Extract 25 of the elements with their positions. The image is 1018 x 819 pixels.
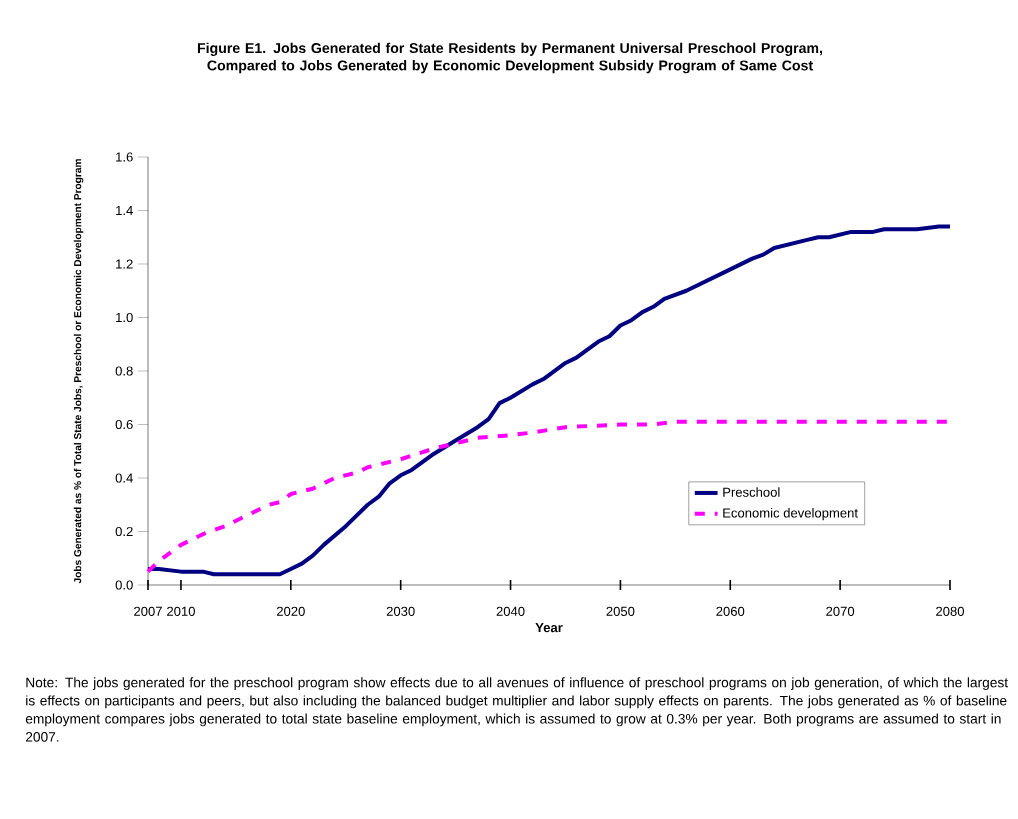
- y-axis-title: Jobs Generated as % of Total State Jobs, Preschool or Economic Development Program: [73, 159, 84, 584]
- y-tick-label: 0.6: [115, 419, 133, 430]
- x-tick-label: 2080: [936, 606, 965, 616]
- y-tick-label: 0.4: [115, 473, 133, 483]
- x-tick-label: 2030: [386, 606, 415, 616]
- y-tick-label: 0.2: [115, 526, 133, 537]
- x-tick-label: 2070: [826, 606, 855, 616]
- text: Note: The jobs generated for the preschool program show effects due to all avenues of influence of preschool programs on job generation, of which the largest is effects on participants and peers, but also including the balanced budget multiplier and labor supply effects on parents. The jobs generated as % of baseline employment compares jobs generated to total state baseline employment, which is assumed to grow at 0.3% per year. Both programs are assumed to start in 2007.: [25, 677, 1008, 742]
- legend-label: Preschool: [723, 487, 780, 497]
- y-tick-label: 1.4: [116, 206, 133, 215]
- x-tick-label: 2010: [167, 606, 195, 616]
- y-tick-label: 1.6: [116, 152, 133, 162]
- x-tick-label: 2020: [276, 606, 305, 616]
- x-tick-label: 2007: [134, 606, 162, 616]
- line-series: [146, 224, 952, 577]
- y-tick-label: 0.0: [115, 580, 133, 590]
- x-tick-label: 2050: [606, 606, 635, 616]
- y-tick-label: 1.2: [116, 259, 133, 269]
- x-tick-label: 2040: [496, 606, 525, 616]
- y-tick-label: 0.8: [115, 366, 133, 376]
- legend-label: Economic development: [723, 508, 858, 521]
- x-axis-title: Year: [535, 623, 563, 633]
- y-tick-label: 1.0: [116, 312, 133, 323]
- x-tick-label: 2060: [716, 606, 745, 616]
- chart-title: Figure E1. Jobs Generated for State Residents by Permanent Universal Preschool Program, Compared to Jobs Generated by Economic Development Subsidy Program of Same Cost: [197, 42, 823, 74]
